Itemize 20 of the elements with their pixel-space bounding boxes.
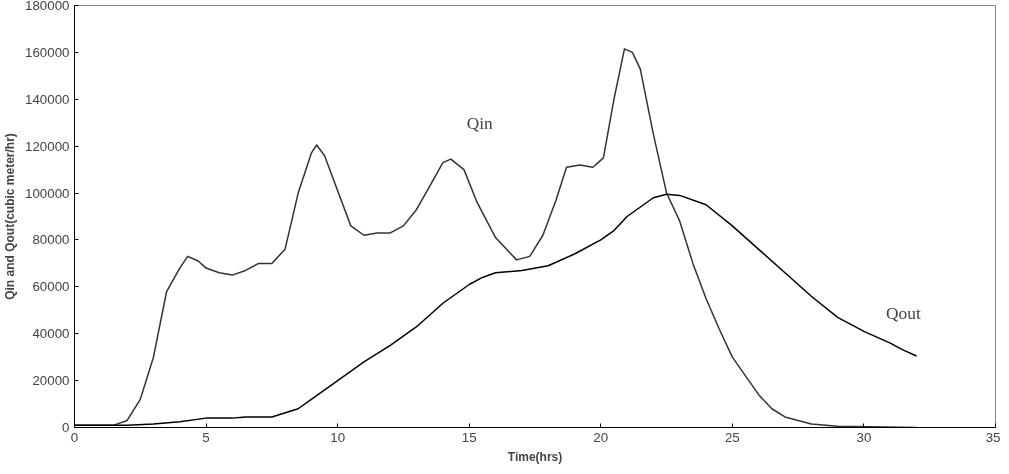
y-tick-label: 60000 bbox=[32, 279, 70, 295]
series-label: Qout bbox=[886, 304, 921, 324]
y-tick-label: 160000 bbox=[25, 44, 70, 60]
x-tick-label: 15 bbox=[461, 429, 477, 445]
x-tick-label: 5 bbox=[202, 429, 210, 445]
x-tick-label: 35 bbox=[985, 429, 1001, 445]
y-tick-label: 120000 bbox=[25, 138, 70, 154]
x-tick-label: 25 bbox=[724, 429, 740, 445]
y-tick-label: 20000 bbox=[32, 373, 70, 389]
y-tick-label: 140000 bbox=[25, 91, 70, 107]
y-tick-label: 40000 bbox=[32, 326, 70, 342]
y-tick-label: 100000 bbox=[25, 185, 70, 201]
x-tick-label: 30 bbox=[856, 429, 872, 445]
x-tick-label: 20 bbox=[593, 429, 609, 445]
x-axis-title: Time(hrs) bbox=[507, 449, 563, 464]
x-tick-label: 10 bbox=[330, 429, 346, 445]
series-label: Qin bbox=[466, 114, 494, 134]
y-tick-label: 180000 bbox=[25, 0, 70, 13]
y-tick-label: 80000 bbox=[32, 232, 70, 248]
y-axis-title: Qin and Qout(cubic meter/hr) bbox=[3, 133, 18, 300]
